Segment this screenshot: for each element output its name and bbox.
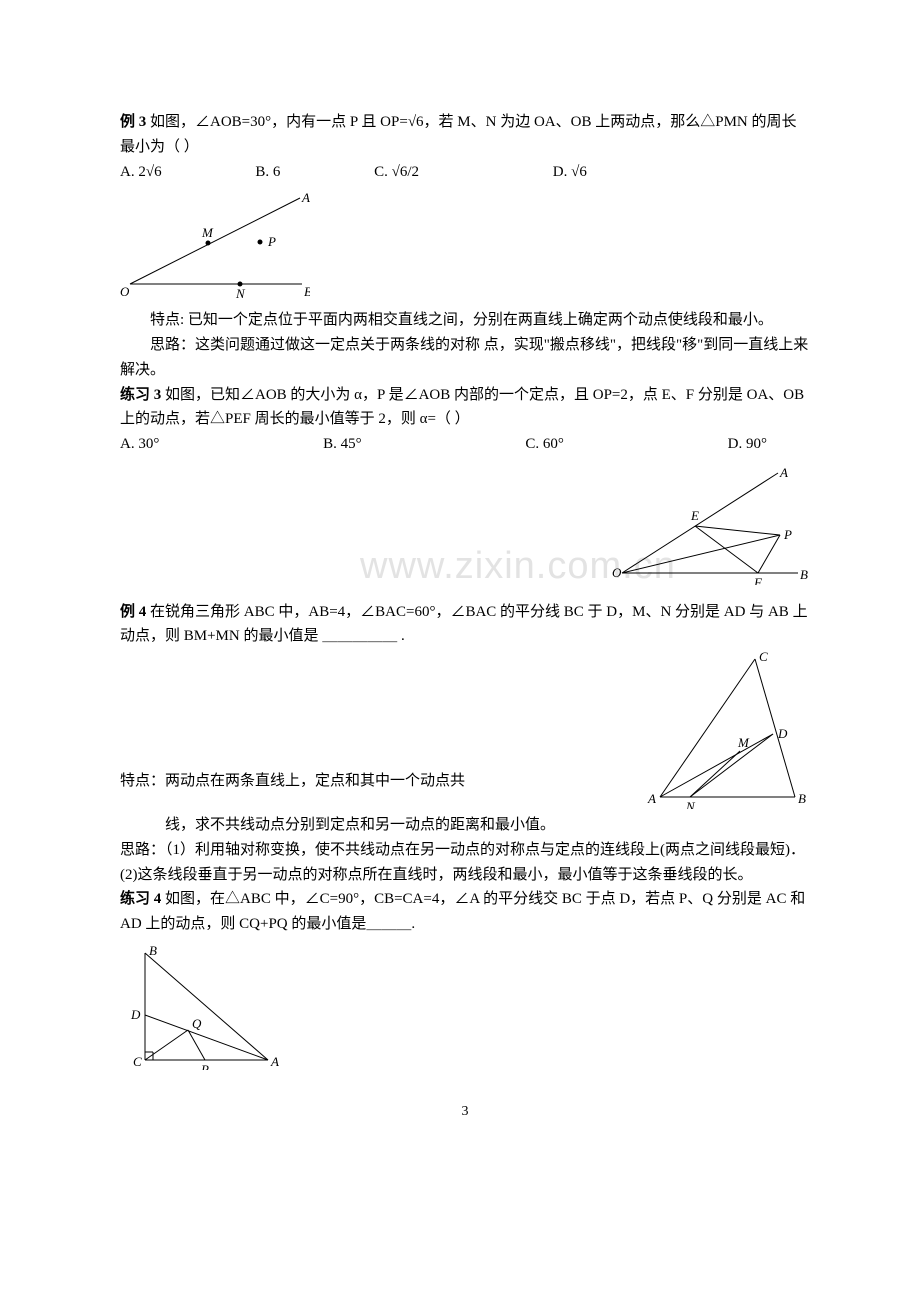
svg-text:O: O [612, 565, 622, 580]
svg-text:D: D [130, 1007, 141, 1022]
page-number: 3 [120, 1100, 810, 1123]
svg-text:B: B [149, 945, 157, 958]
opt-d: D. √6 [553, 164, 587, 180]
svg-text:A: A [301, 192, 310, 205]
svg-text:P: P [267, 234, 276, 249]
example-4-block: ABCDMN 特点：两动点在两条直线上，定点和其中一个动点共 [120, 649, 810, 813]
svg-text:O: O [120, 284, 130, 299]
example-4-label: 例 4 [120, 604, 146, 620]
svg-text:N: N [685, 799, 696, 809]
example-3-text: 例 3 如图，∠AOB=30°，内有一点 P 且 OP=√6，若 M、N 为边 … [120, 110, 810, 160]
practice-3-label: 练习 3 [120, 387, 161, 403]
example-3-label: 例 3 [120, 114, 146, 130]
example-4-idea: 思路：（1）利用轴对称变换，使不共线动点在另一动点的对称点与定点的连线段上(两点… [120, 838, 810, 888]
opt-a: A. 2√6 [120, 164, 162, 180]
example-3-feature: 特点: 已知一个定点位于平面内两相交直线之间，分别在两直线上确定两个动点使线段和… [120, 308, 810, 333]
practice-4-label: 练习 4 [120, 891, 161, 907]
svg-text:D: D [777, 726, 788, 741]
svg-text:M: M [201, 225, 214, 240]
practice-4-figure: A B C D P Q [120, 945, 810, 1070]
opt-d: D. 90° [728, 436, 767, 452]
practice-3-options: A. 30° B. 45° C. 60° D. 90° [120, 432, 810, 457]
svg-text:Q: Q [192, 1016, 202, 1031]
opt-b: B. 45° [323, 436, 362, 452]
opt-c: C. 60° [525, 436, 564, 452]
svg-text:N: N [235, 286, 246, 301]
practice-4-text: 练习 4 如图，在△ABC 中，∠C=90°，CB=CA=4，∠A 的平分线交 … [120, 887, 810, 937]
opt-c: C. √6/2 [374, 164, 419, 180]
svg-text:M: M [737, 735, 750, 750]
document-page: 例 3 如图，∠AOB=30°，内有一点 P 且 OP=√6，若 M、N 为边 … [0, 0, 920, 1163]
svg-text:A: A [647, 791, 656, 806]
example-3-options: A. 2√6 B. 6 C. √6/2 D. √6 [120, 160, 810, 185]
svg-text:B: B [800, 567, 808, 582]
example-4-figure: A B C D M N [640, 649, 810, 809]
practice-3-text: 练习 3 如图，已知∠AOB 的大小为 α，P 是∠AOB 内部的一个定点，且 … [120, 383, 810, 433]
opt-b: B. 6 [255, 164, 280, 180]
svg-text:C: C [133, 1054, 142, 1069]
svg-text:E: E [690, 508, 699, 523]
example-4-feature-2: 线，求不共线动点分别到定点和另一动点的距离和最小值。 [120, 813, 810, 838]
example-3-idea: 思路：这类问题通过做这一定点关于两条线的对称 点，实现"搬点移线"，把线段"移"… [120, 333, 810, 383]
example-3-figure: O A B M N P [120, 192, 810, 302]
practice-3-figure-wrap: www.zixin.com.cn OABEFP [120, 465, 810, 594]
example-4-text: 例 4 在锐角三角形 ABC 中，AB=4，∠BAC=60°，∠BAC 的平分线… [120, 600, 810, 650]
svg-text:B: B [798, 791, 806, 806]
svg-text:F: F [753, 575, 763, 585]
opt-a: A. 30° [120, 436, 159, 452]
svg-text:C: C [759, 649, 768, 664]
svg-text:A: A [270, 1054, 279, 1069]
svg-text:A: A [779, 465, 788, 480]
svg-text:P: P [200, 1062, 209, 1070]
svg-text:B: B [304, 284, 310, 299]
svg-text:P: P [783, 527, 792, 542]
